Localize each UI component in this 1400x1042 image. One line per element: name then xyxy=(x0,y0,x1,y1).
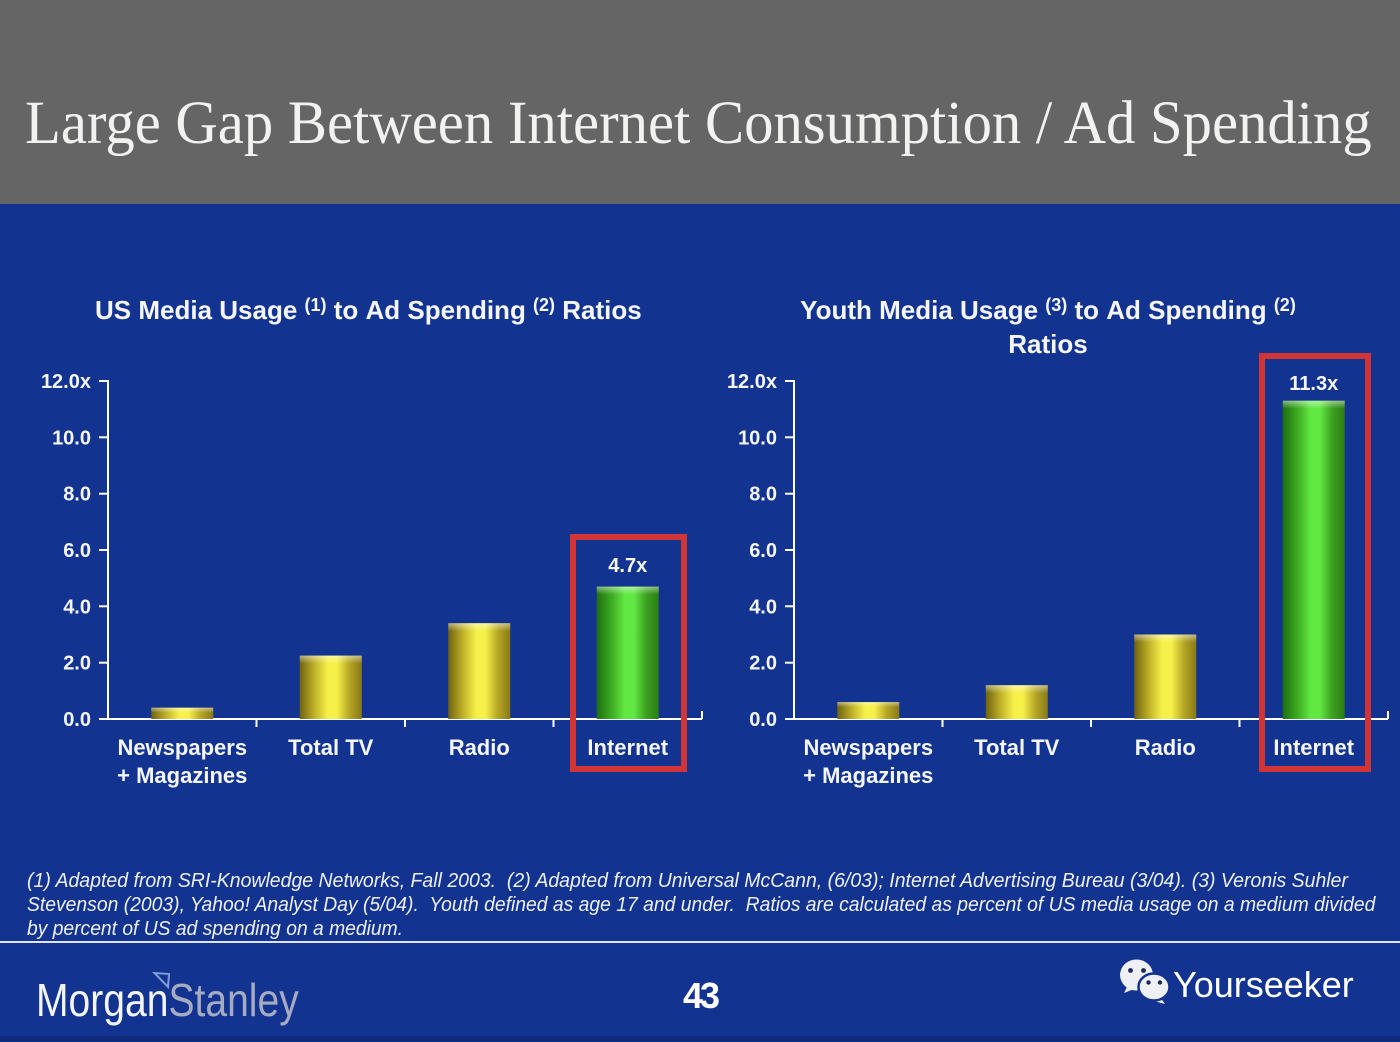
svg-text:10.0: 10.0 xyxy=(52,427,91,449)
svg-text:4.0: 4.0 xyxy=(63,596,91,618)
svg-text:Total TV: Total TV xyxy=(288,735,373,760)
svg-text:Radio: Radio xyxy=(1135,735,1196,760)
svg-text:12.0x: 12.0x xyxy=(727,371,777,393)
svg-text:2.0: 2.0 xyxy=(63,653,91,675)
svg-text:+ Magazines: + Magazines xyxy=(117,763,247,788)
svg-text:Newspapers: Newspapers xyxy=(117,735,247,760)
svg-text:Internet: Internet xyxy=(1273,735,1354,760)
svg-text:11.3x: 11.3x xyxy=(1289,373,1338,395)
svg-text:12.0x: 12.0x xyxy=(41,371,91,393)
svg-text:6.0: 6.0 xyxy=(749,540,777,562)
svg-text:Newspapers: Newspapers xyxy=(803,735,933,760)
svg-text:4.0: 4.0 xyxy=(749,596,777,618)
svg-text:10.0: 10.0 xyxy=(738,427,777,449)
svg-text:Internet: Internet xyxy=(587,735,668,760)
svg-text:0.0: 0.0 xyxy=(63,709,91,731)
svg-text:8.0: 8.0 xyxy=(749,484,777,506)
svg-text:6.0: 6.0 xyxy=(63,540,91,562)
svg-text:4.7x: 4.7x xyxy=(608,555,647,577)
svg-text:Radio: Radio xyxy=(449,735,510,760)
svg-text:Total TV: Total TV xyxy=(974,735,1059,760)
svg-text:8.0: 8.0 xyxy=(63,484,91,506)
svg-text:0.0: 0.0 xyxy=(749,709,777,731)
svg-text:2.0: 2.0 xyxy=(749,653,777,675)
svg-text:+ Magazines: + Magazines xyxy=(803,763,933,788)
